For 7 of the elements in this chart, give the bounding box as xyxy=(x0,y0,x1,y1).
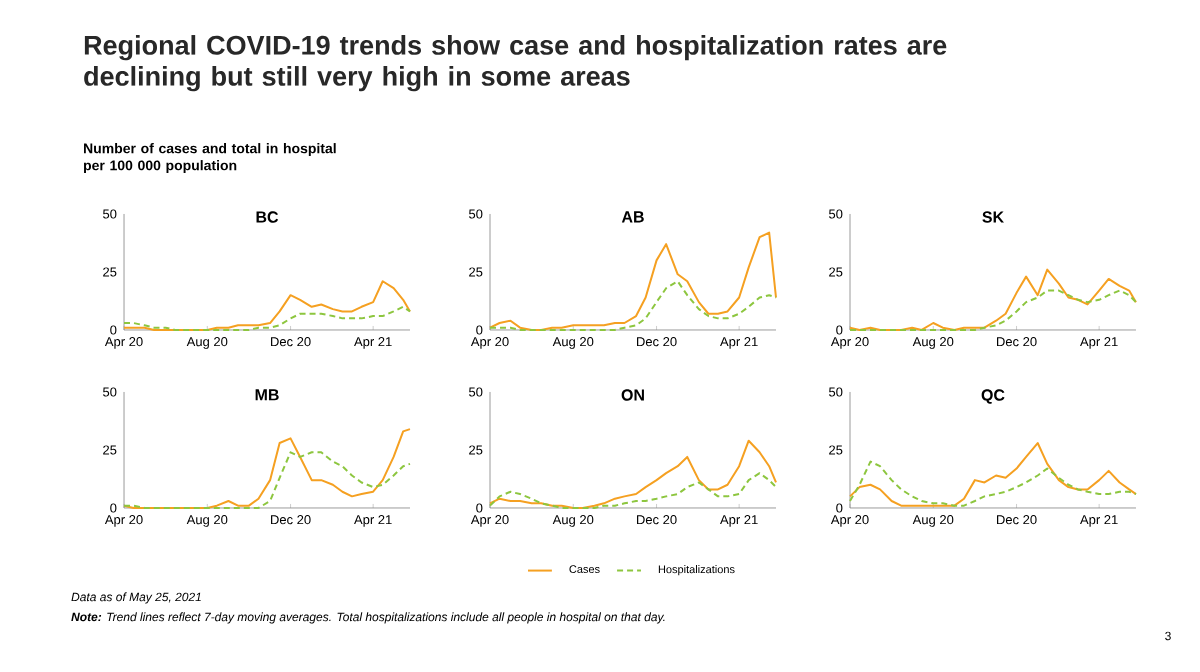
chart-title: QC xyxy=(981,389,1005,404)
chart-title: MB xyxy=(255,389,279,401)
chart-title: BC xyxy=(256,211,279,223)
chart-title: SK xyxy=(982,211,1004,223)
chart-title: AB xyxy=(621,211,644,223)
chart-title: ON xyxy=(621,389,644,401)
text: Regional COVID-19 trends show case and hospitalization rates are declining but still very high in some areas xyxy=(84,35,947,92)
